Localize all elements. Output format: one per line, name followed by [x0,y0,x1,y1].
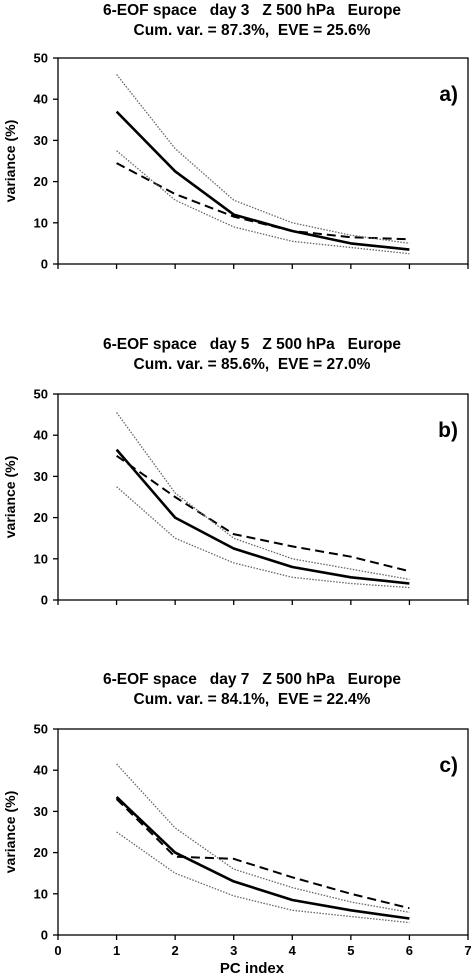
plot-area-frame [57,728,469,936]
x-tick-label: 6 [406,943,413,958]
y-tick-label: 20 [34,845,48,860]
plot-area-frame [57,393,469,601]
chart-subtitle: Cum. var. = 87.3%, EVE = 25.6% [133,22,371,39]
panel-label: b) [438,419,458,442]
y-tick-label: 30 [34,469,48,484]
x-tick-label: 7 [464,943,471,958]
plot-area-frame [57,57,469,265]
series-line-dashed [116,162,410,241]
y-tick-label: 30 [34,133,48,148]
y-tick-label: 10 [34,886,48,901]
chart-title: 6-EOF space day 5 Z 500 hPa Europe [102,336,402,353]
x-axis-label: PC index [219,960,285,977]
y-tick-label: 10 [34,551,48,566]
series-line-dashed [116,454,410,573]
y-axis-label: variance (%) [2,456,18,538]
y-tick-label: 50 [34,51,48,66]
y-tick-label: 40 [34,92,48,107]
y-tick-label: 10 [34,215,48,230]
chart-subtitle: Cum. var. = 84.1%, EVE = 22.4% [133,691,371,708]
x-tick-label: 5 [347,943,354,958]
y-tick-label: 0 [41,928,48,943]
series-line-upper [116,763,410,913]
series-line-upper [116,412,410,581]
panel-label: a) [439,83,458,106]
series-line-solid [115,448,410,585]
x-tick-label: 3 [230,943,237,958]
y-tick-label: 40 [34,763,48,778]
y-axis-label: variance (%) [2,120,18,202]
y-tick-label: 40 [34,428,48,443]
y-tick-label: 30 [34,804,48,819]
x-tick-label: 0 [54,943,61,958]
series-line-lower [116,831,410,924]
x-tick-label: 4 [289,943,297,958]
y-tick-label: 0 [41,593,48,608]
y-tick-label: 50 [34,722,48,737]
series-line-lower [116,150,410,255]
x-tick-label: 1 [113,943,120,958]
y-tick-label: 0 [41,257,48,272]
panel-label: c) [439,754,458,777]
x-tick-label: 2 [172,943,179,958]
series-line-solid [115,796,410,920]
series-line-dashed [115,798,410,910]
y-axis-label: variance (%) [2,791,18,873]
y-tick-label: 20 [34,510,48,525]
y-tick-label: 50 [34,387,48,402]
series-line-lower [116,486,410,589]
chart-title: 6-EOF space day 3 Z 500 hPa Europe [102,2,402,19]
series-line-upper [116,74,410,245]
chart-subtitle: Cum. var. = 85.6%, EVE = 27.0% [133,356,371,373]
chart-title: 6-EOF space day 7 Z 500 hPa Europe [102,671,402,688]
y-tick-label: 20 [34,174,48,189]
